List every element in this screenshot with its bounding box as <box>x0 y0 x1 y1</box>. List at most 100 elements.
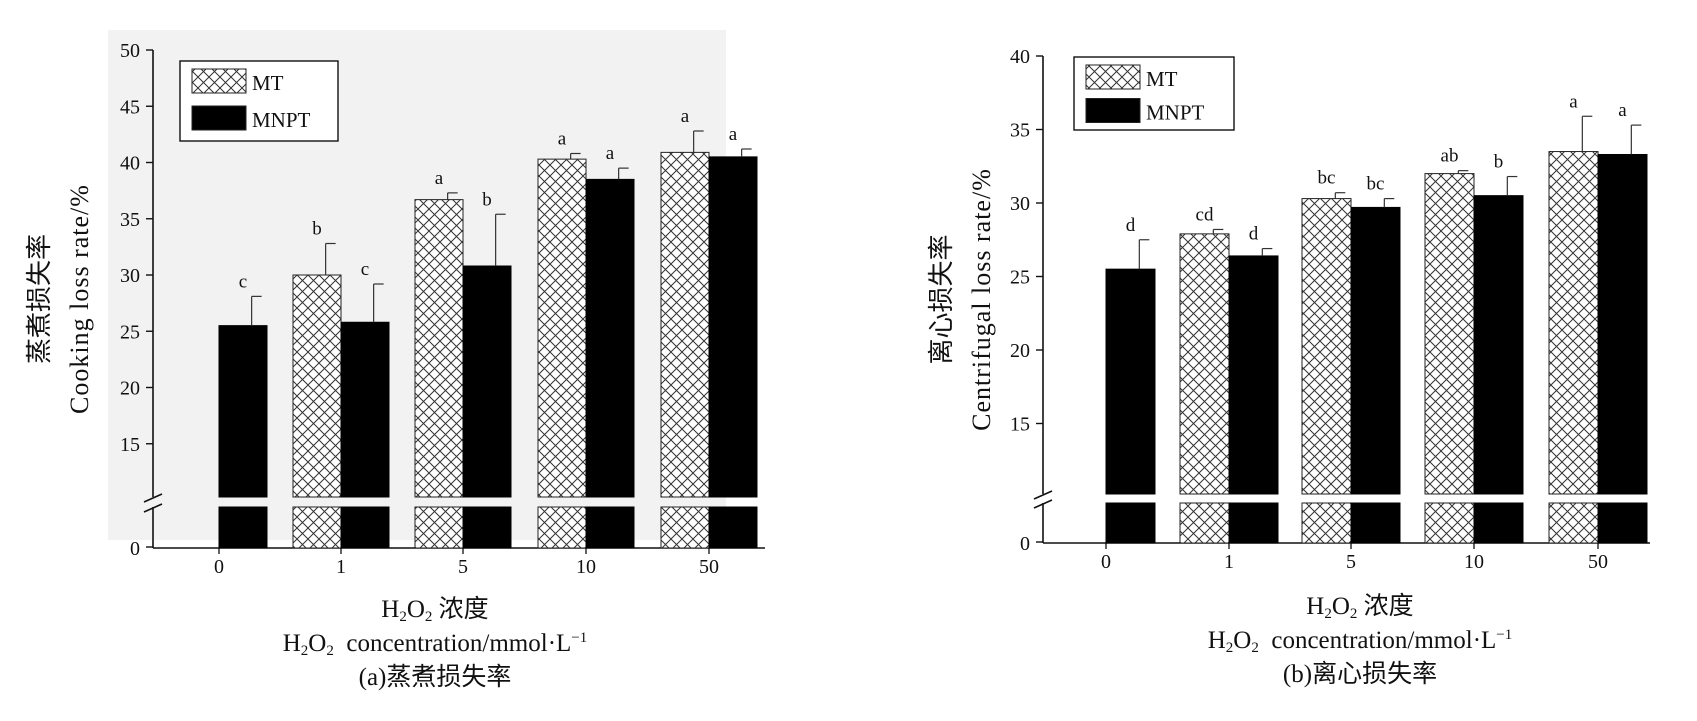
panel-b-y-tick-label: 40 <box>1010 46 1030 68</box>
panel-b-significance-letter: a <box>1569 91 1578 112</box>
panel-b-bar-mt-lower <box>1301 502 1352 544</box>
panel-a-y-label-cn: 蒸煮损失率 <box>25 234 54 364</box>
panel-b-x-tick-label: 0 <box>1101 551 1111 573</box>
panel-b-axis-break-mark <box>1033 490 1053 500</box>
panel-a-x-tick-label: 5 <box>458 556 468 578</box>
panel-a-legend-swatch-mt <box>191 68 247 94</box>
panel-b-x-tick-label: 5 <box>1346 551 1356 573</box>
panel-a-significance-letter: b <box>312 219 322 240</box>
panel-a-bar-mt <box>537 158 587 498</box>
panel-a-y-tick-label: 45 <box>120 96 140 118</box>
panel-b-caption-block: H2O2 浓度 H2O2 concentration/mmol·L−1 (b)离… <box>1145 590 1575 692</box>
panel-a-bar-mnpt <box>218 325 268 498</box>
panel-b-axis-break-mark <box>1033 499 1053 509</box>
panel-a-significance-letter: c <box>361 259 369 280</box>
panel-b-bar-mnpt <box>1105 268 1156 495</box>
panel-a-bar-mt <box>660 151 710 498</box>
panel-a-bar-mnpt-lower <box>585 506 635 549</box>
panel-a-caption-block: H2O2 浓度 H2O2 concentration/mmol·L−1 (a)蒸… <box>220 593 650 695</box>
panel-b-significance-letter: bc <box>1367 174 1385 195</box>
panel-a-x-tick-label: 1 <box>336 556 346 578</box>
panel-a-bar-mnpt <box>585 178 635 498</box>
panel-b-bar-mt <box>1424 173 1475 495</box>
panel-b-bar-mt-lower <box>1548 502 1599 544</box>
panel-b-y-tick-label: 35 <box>1010 120 1030 142</box>
panel-b-significance-letter: bc <box>1318 168 1336 189</box>
panel-b-y-tick-label: 25 <box>1010 267 1030 289</box>
panel-a-bar-mt-lower <box>660 506 710 549</box>
panel-a-x-tick-label: 0 <box>214 556 224 578</box>
panel-b-y-label-en: Centrifugal loss rate/% <box>967 168 996 431</box>
panel-a-y-tick-label: 25 <box>120 321 140 343</box>
panel-b-xlabel-cn: H2O2 浓度 <box>1306 593 1414 622</box>
panel-a-bar-mnpt-lower <box>708 506 758 549</box>
panel-a-bar-mt-lower <box>414 506 464 549</box>
panel-a-xlabel-en: H2O2 concentration/mmol·L−1 <box>282 630 588 659</box>
panel-a-x-tick-label: 10 <box>576 556 596 578</box>
panel-b-x-tick-label: 10 <box>1464 551 1484 573</box>
panel-a-caption: (a)蒸煮损失率 <box>358 664 512 691</box>
panel-a-bar-mt-lower <box>537 506 587 549</box>
panel-a-legend-label: MT <box>252 71 284 95</box>
panel-b-bar-mnpt <box>1228 255 1279 495</box>
panel-a-axis-break-mark <box>143 493 163 503</box>
panel-b-y-tick-label: 15 <box>1010 414 1030 436</box>
panel-b-significance-letter: d <box>1249 224 1259 245</box>
panel-a-x-tick-label: 50 <box>699 556 719 578</box>
panel-b-caption: (b)离心损失率 <box>1282 661 1438 688</box>
panel-a-y-tick-label: 15 <box>120 434 140 456</box>
panel-b-significance-letter: cd <box>1196 204 1214 225</box>
panel-a-significance-letter: a <box>435 168 444 189</box>
panel-b-bar-mnpt-lower <box>1473 502 1524 544</box>
panel-a-bar-mt <box>414 199 464 498</box>
panel-b-x-tick-label: 1 <box>1224 551 1234 573</box>
panel-a-significance-letter: a <box>558 129 567 150</box>
panel-b-significance-letter: a <box>1618 100 1627 121</box>
panel-a-bar-mnpt-lower <box>340 506 390 549</box>
panel-a-bar-mnpt <box>340 321 390 498</box>
panel-b-bar-mnpt <box>1597 153 1648 495</box>
panel-a-y-tick-label: 35 <box>120 209 140 231</box>
panel-b-legend-swatch-mnpt <box>1085 98 1141 123</box>
panel-b-xlabel-en: H2O2 concentration/mmol·L−1 <box>1207 627 1513 656</box>
panel-a-axis-break-mark <box>143 503 163 513</box>
panel-a-significance-letter: c <box>239 271 247 292</box>
panel-b-significance-letter: ab <box>1441 146 1459 167</box>
panel-b-significance-letter: b <box>1494 152 1504 173</box>
panel-a-significance-letter: b <box>482 189 492 210</box>
panel-a-bar-mnpt-lower <box>462 506 512 549</box>
panel-b-bar-mnpt-lower <box>1350 502 1401 544</box>
panel-b-bar-mt <box>1179 233 1230 495</box>
panel-a-legend-label: MNPT <box>252 108 311 132</box>
panel-b-y-tick-label: 30 <box>1010 193 1030 215</box>
panel-b-x-tick-label: 50 <box>1588 551 1608 573</box>
panel-b-bar-mt <box>1548 151 1599 495</box>
panel-b-bar-mnpt <box>1473 195 1524 495</box>
panel-a-bar-mnpt <box>462 265 512 498</box>
panel-b-legend-swatch-mt <box>1085 64 1141 90</box>
panel-b-significance-letter: d <box>1126 215 1136 236</box>
panel-a-significance-letter: a <box>729 124 738 145</box>
panel-b-legend-label: MT <box>1146 67 1178 91</box>
panel-b-bar-mt-lower <box>1424 502 1475 544</box>
panel-a-significance-letter: a <box>681 106 690 127</box>
panel-a-y-tick-label: 20 <box>120 378 140 400</box>
panel-a-bar-mnpt-lower <box>218 506 268 549</box>
panel-a-bar-mnpt <box>708 156 758 498</box>
panel-a-y-tick-label: 0 <box>130 538 140 560</box>
panel-b-bar-mt <box>1301 198 1352 495</box>
panel-a-xlabel-cn: H2O2 浓度 <box>381 596 489 625</box>
panel-b-legend-label: MNPT <box>1146 101 1205 125</box>
panel-b-bar-mt-lower <box>1179 502 1230 544</box>
panel-b-y-label-cn: 离心损失率 <box>927 234 956 364</box>
panel-a-significance-letter: a <box>606 143 615 164</box>
panel-a-y-label-en: Cooking loss rate/% <box>65 184 94 414</box>
panel-b-bar-mnpt <box>1350 206 1401 495</box>
panel-b-bar-mnpt-lower <box>1228 502 1279 544</box>
panel-b-bar-mnpt-lower <box>1597 502 1648 544</box>
panel-b-y-tick-label: 20 <box>1010 340 1030 362</box>
panel-a-legend-swatch-mnpt <box>191 105 247 131</box>
